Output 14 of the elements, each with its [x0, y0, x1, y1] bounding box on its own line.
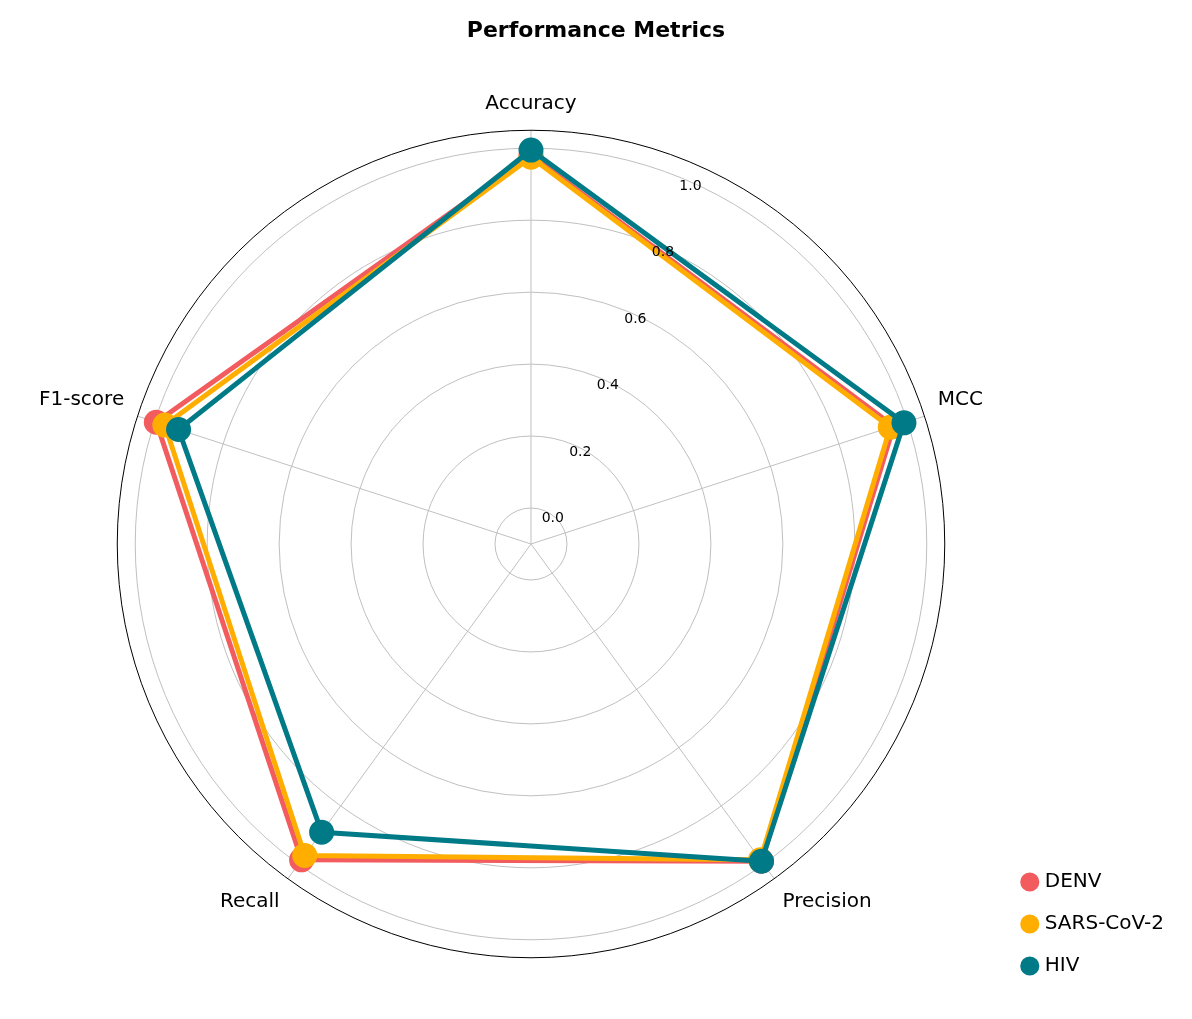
y-tick-label: 0.6 — [624, 309, 647, 326]
spoke-label: Precision — [782, 888, 872, 913]
spoke-label: F1-score — [39, 386, 125, 411]
chart-title: Performance Metrics — [466, 16, 726, 42]
y-tick-label: 0.2 — [569, 442, 592, 459]
legend-label: HIV — [1044, 952, 1080, 977]
spoke-label: Accuracy — [485, 90, 577, 115]
legend-label: DENV — [1044, 868, 1102, 893]
y-tick-label: 1.0 — [679, 177, 702, 194]
y-tick-label: 0.0 — [541, 509, 564, 526]
y-tick-label: 0.4 — [596, 376, 620, 393]
legend-label: SARS-CoV-2 — [1044, 910, 1165, 935]
spoke-label: MCC — [937, 386, 983, 411]
spoke-label: Recall — [219, 888, 280, 913]
